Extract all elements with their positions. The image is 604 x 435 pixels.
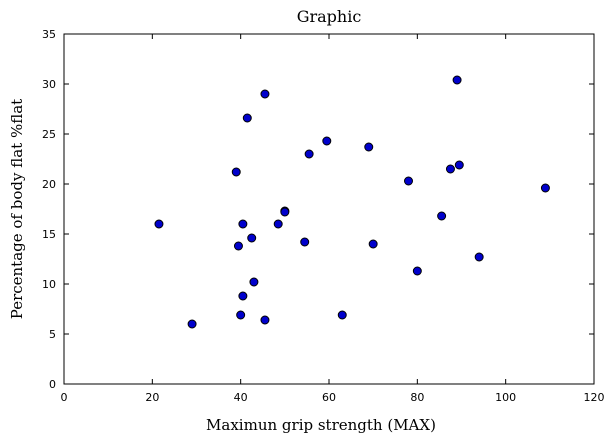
y-tick-label: 35 [42,28,56,41]
data-point [233,241,243,251]
y-tick-label: 20 [42,178,56,191]
data-point [364,142,374,152]
data-point [247,233,257,243]
data-point [249,277,259,287]
x-tick-label: 80 [410,391,424,404]
data-point [238,219,248,229]
data-point [238,291,248,301]
data-point [260,89,270,99]
data-point [412,266,422,276]
data-point [540,183,550,193]
data-point [404,176,413,186]
data-point [445,164,455,174]
data-point [304,149,314,159]
plot-area-frame [63,33,595,385]
y-tick-label: 10 [42,278,56,291]
x-tick-label: 120 [584,391,604,404]
data-point [242,113,252,123]
data-point [273,219,283,229]
data-point [437,211,447,221]
y-tick-label: 30 [42,78,56,91]
y-axis-label: Percentage of body flat %flat [8,99,26,319]
y-tick-label: 15 [42,228,56,241]
data-point [154,219,164,229]
data-point [260,315,270,325]
data-point [337,310,347,320]
chart-title: Graphic [297,7,362,26]
x-tick-label: 100 [495,391,516,404]
data-point [368,239,378,249]
y-tick-label: 5 [49,328,56,341]
x-tick-label: 40 [234,391,248,404]
data-point [187,319,197,329]
data-point [280,207,290,217]
data-point [452,75,462,85]
x-tick-label: 20 [145,391,159,404]
y-tick-label: 0 [49,378,56,391]
y-tick-label: 25 [42,128,56,141]
data-point [236,310,246,320]
x-tick-label: 0 [61,391,68,404]
data-point [474,252,484,262]
data-points [154,75,550,329]
x-tick-label: 60 [322,391,336,404]
data-point [454,160,464,170]
axis-ticks: 0 20 40 60 80 100 120 0 5 10 15 20 25 30 35 [42,28,604,404]
data-point [231,167,241,177]
data-point [322,136,332,146]
data-point [300,237,310,247]
x-axis-label: Maximun grip strength (MAX) [206,416,436,434]
